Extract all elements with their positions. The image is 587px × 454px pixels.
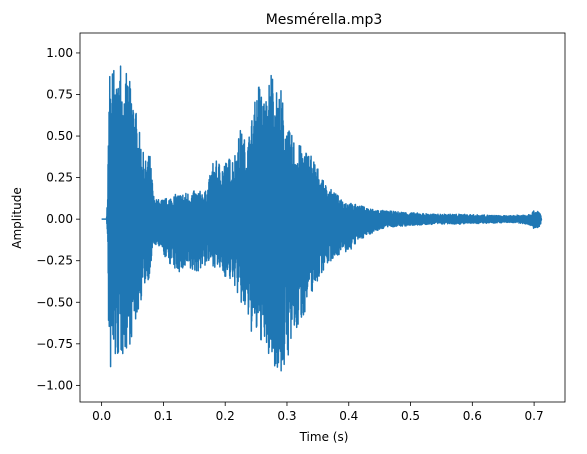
y-tick-label: −0.50 <box>36 295 73 309</box>
x-tick-label: 0.5 <box>401 409 420 423</box>
x-axis-label: Time (s) <box>299 430 349 444</box>
axes-frame <box>79 32 566 403</box>
y-tick-label: −0.75 <box>36 337 73 351</box>
x-tick-label: 0.2 <box>216 409 235 423</box>
x-tick-label: 0.7 <box>525 409 544 423</box>
y-tick-label: −0.25 <box>36 254 73 268</box>
x-tick-label: 0.4 <box>339 409 358 423</box>
plot-area <box>101 65 543 372</box>
x-tick-label: 0.3 <box>277 409 296 423</box>
x-tick-label: 0.1 <box>154 409 173 423</box>
chart-title: Mesmérella.mp3 <box>266 12 383 28</box>
x-tick-label: 0.0 <box>92 409 111 423</box>
y-tick-label: 0.50 <box>46 129 73 143</box>
x-axis: 0.0 0.1 0.2 0.3 0.4 0.5 0.6 0.7 <box>92 402 544 423</box>
y-tick-label: 0.75 <box>46 88 73 102</box>
y-tick-label: −1.00 <box>36 378 73 392</box>
x-tick-label: 0.6 <box>463 409 482 423</box>
y-axis-label: Amplitude <box>10 187 24 249</box>
y-tick-label: 0.25 <box>46 171 73 185</box>
y-axis: 1.00 0.75 0.50 0.25 0.00 −0.25 −0.50 −0.75 −1.00 <box>36 46 80 392</box>
y-tick-label: 0.00 <box>46 212 73 226</box>
waveform-line <box>101 65 543 372</box>
y-tick-label: 1.00 <box>46 46 73 60</box>
